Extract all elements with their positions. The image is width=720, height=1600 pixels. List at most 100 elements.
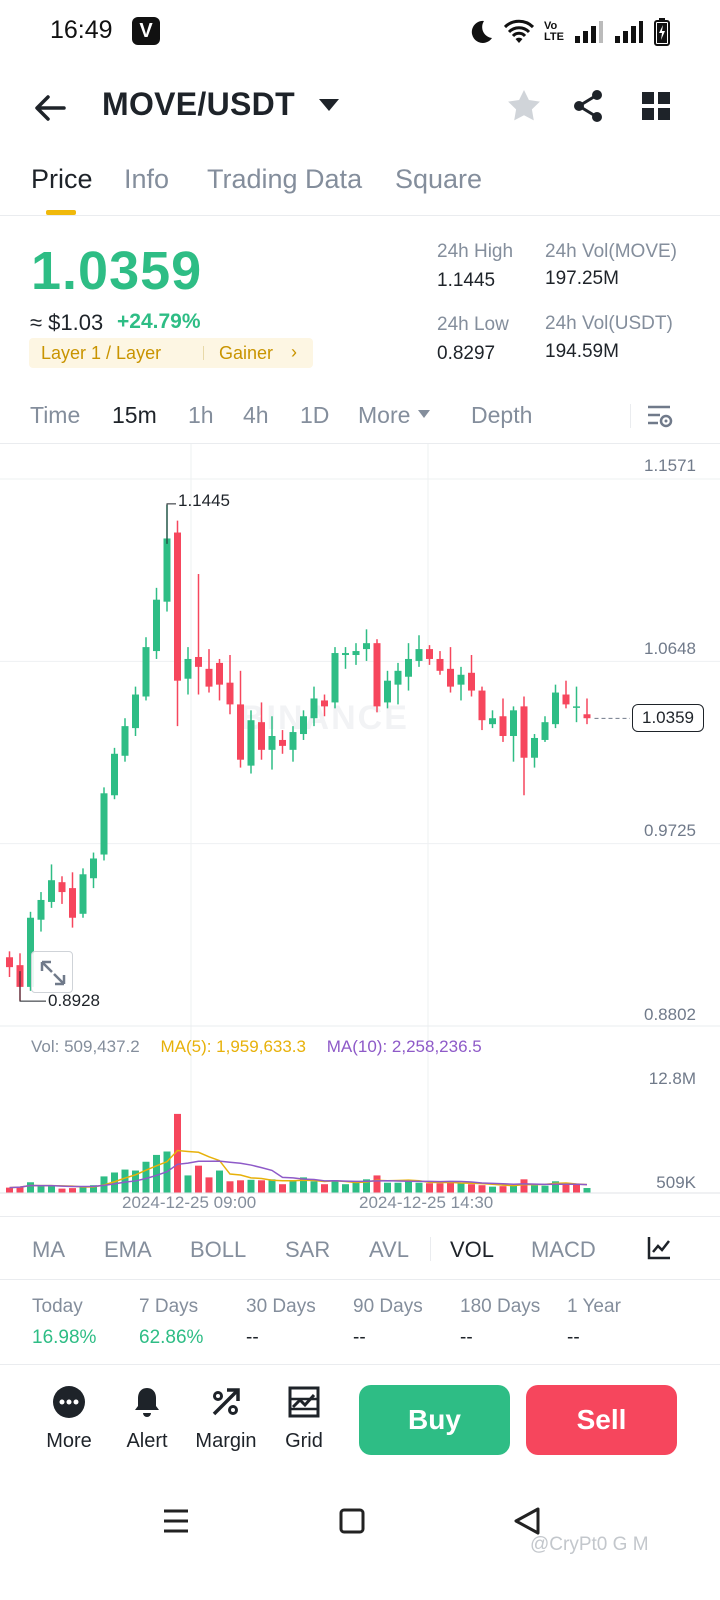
volume-bar bbox=[405, 1180, 412, 1193]
low-value: 0.8297 bbox=[437, 343, 496, 364]
interval-time[interactable]: Time bbox=[30, 402, 81, 428]
back-triangle-icon[interactable] bbox=[512, 1506, 542, 1536]
time-axis-tick: 2024-12-25 09:00 bbox=[122, 1193, 257, 1212]
interval-depth[interactable]: Depth bbox=[471, 402, 533, 428]
volume-bar bbox=[289, 1180, 297, 1193]
buy-button[interactable]: Buy bbox=[359, 1385, 510, 1455]
interval-more[interactable]: More bbox=[358, 402, 431, 429]
chart-settings-icon[interactable] bbox=[646, 402, 674, 430]
indicator-avl[interactable]: AVL bbox=[369, 1237, 409, 1262]
perf-value-7d: 62.86% bbox=[139, 1327, 204, 1348]
volume-bar bbox=[132, 1170, 139, 1193]
candle-body bbox=[111, 753, 118, 796]
candle-body bbox=[457, 674, 465, 685]
interval-divider bbox=[630, 404, 631, 428]
page-tabs: Price Info Trading Data Square bbox=[0, 160, 720, 216]
volume-bar bbox=[226, 1181, 234, 1193]
volume-bar bbox=[394, 1182, 402, 1193]
volume-bar bbox=[436, 1183, 444, 1193]
favorite-star-icon[interactable] bbox=[506, 88, 542, 124]
indicator-ema[interactable]: EMA bbox=[104, 1237, 152, 1262]
share-icon[interactable] bbox=[570, 88, 606, 124]
interval-more-label: More bbox=[358, 402, 411, 428]
candle-body bbox=[37, 899, 45, 920]
volume-bar bbox=[90, 1185, 97, 1193]
volume-bar bbox=[489, 1186, 496, 1193]
more-button[interactable]: More bbox=[30, 1385, 108, 1453]
margin-button[interactable]: Margin bbox=[187, 1385, 265, 1453]
tab-price[interactable]: Price bbox=[31, 164, 93, 194]
candle-body bbox=[415, 649, 423, 661]
grid-menu-icon[interactable] bbox=[640, 90, 672, 122]
volume-bar bbox=[58, 1188, 66, 1193]
top-header: MOVE/USDT bbox=[0, 72, 720, 142]
volume-bar bbox=[37, 1186, 45, 1193]
indicator-sar[interactable]: SAR bbox=[285, 1237, 331, 1262]
trading-pair-title[interactable]: MOVE/USDT bbox=[102, 86, 295, 122]
tag-gainer-label: Gainer bbox=[219, 343, 274, 363]
candle-body bbox=[27, 917, 34, 987]
caret-down-icon[interactable] bbox=[318, 98, 340, 112]
grid-label: Grid bbox=[285, 1430, 323, 1452]
candle-body bbox=[342, 653, 349, 656]
candle-body bbox=[205, 668, 213, 687]
interval-4h[interactable]: 4h bbox=[243, 402, 269, 428]
volume-bar bbox=[447, 1182, 454, 1193]
caret-down-icon bbox=[417, 410, 430, 418]
volume-bar bbox=[583, 1188, 591, 1193]
category-tag[interactable]: Layer 1 / Layer Gainer › bbox=[29, 338, 313, 368]
alert-button[interactable]: Alert bbox=[108, 1385, 186, 1453]
tab-square[interactable]: Square bbox=[395, 164, 483, 194]
tag-divider bbox=[203, 346, 204, 360]
grid-button[interactable]: Grid bbox=[265, 1385, 343, 1453]
usd-approx-price: ≈ $1.03 bbox=[30, 310, 104, 335]
active-tab-indicator bbox=[46, 210, 76, 215]
vol-base-value: 197.25M bbox=[545, 268, 619, 289]
volume-bar bbox=[520, 1179, 528, 1193]
sell-button[interactable]: Sell bbox=[526, 1385, 677, 1455]
candle-body bbox=[468, 672, 475, 691]
indicator-boll[interactable]: BOLL bbox=[190, 1237, 247, 1262]
volume-bar bbox=[79, 1186, 87, 1193]
status-icons: Vo LTE bbox=[466, 16, 670, 48]
grid-bot-icon bbox=[288, 1386, 320, 1418]
volume-bar bbox=[510, 1185, 517, 1193]
candle-body bbox=[121, 726, 129, 756]
interval-1h[interactable]: 1h bbox=[188, 402, 214, 428]
price-chart[interactable]: BINANCE 1.1571 1.0648 0.9725 0.8802 1.03… bbox=[0, 444, 720, 1214]
candle-body bbox=[48, 880, 55, 902]
tab-info[interactable]: Info bbox=[124, 164, 170, 194]
volume-bar bbox=[457, 1183, 465, 1193]
candlestick-chart[interactable] bbox=[0, 444, 720, 1214]
volume-bar bbox=[415, 1182, 423, 1193]
candle-body bbox=[184, 658, 192, 679]
tab-trading-data[interactable]: Trading Data bbox=[207, 164, 363, 194]
back-arrow-icon[interactable] bbox=[30, 88, 70, 128]
price-change-pct: +24.79% bbox=[117, 310, 201, 333]
interval-15m[interactable]: 15m bbox=[112, 402, 157, 428]
candle-body bbox=[321, 700, 328, 707]
home-square-icon[interactable] bbox=[338, 1506, 366, 1536]
indicator-ma[interactable]: MA bbox=[32, 1237, 65, 1262]
fullscreen-button[interactable] bbox=[31, 951, 73, 993]
menu-icon[interactable] bbox=[162, 1506, 190, 1536]
last-price: 1.0359 bbox=[31, 241, 203, 301]
volume-bar bbox=[111, 1172, 118, 1193]
volume-bar bbox=[16, 1186, 24, 1193]
candle-body bbox=[90, 858, 97, 879]
perf-label-today: Today bbox=[32, 1296, 83, 1317]
volume-bar bbox=[478, 1185, 486, 1193]
candle-body bbox=[447, 668, 454, 687]
interval-1d[interactable]: 1D bbox=[300, 402, 330, 428]
indicator-macd[interactable]: MACD bbox=[531, 1237, 596, 1262]
candle-body bbox=[226, 682, 234, 705]
volume-bar bbox=[205, 1177, 213, 1193]
battery-charging-icon bbox=[654, 18, 670, 46]
volume-ma5-line bbox=[9, 1149, 588, 1189]
indicator-settings-icon[interactable] bbox=[646, 1235, 672, 1261]
indicator-divider bbox=[430, 1237, 431, 1261]
signal-1-icon bbox=[575, 21, 603, 43]
indicator-vol[interactable]: VOL bbox=[450, 1237, 495, 1262]
volume-bar bbox=[541, 1185, 549, 1193]
volume-bar bbox=[426, 1183, 433, 1193]
